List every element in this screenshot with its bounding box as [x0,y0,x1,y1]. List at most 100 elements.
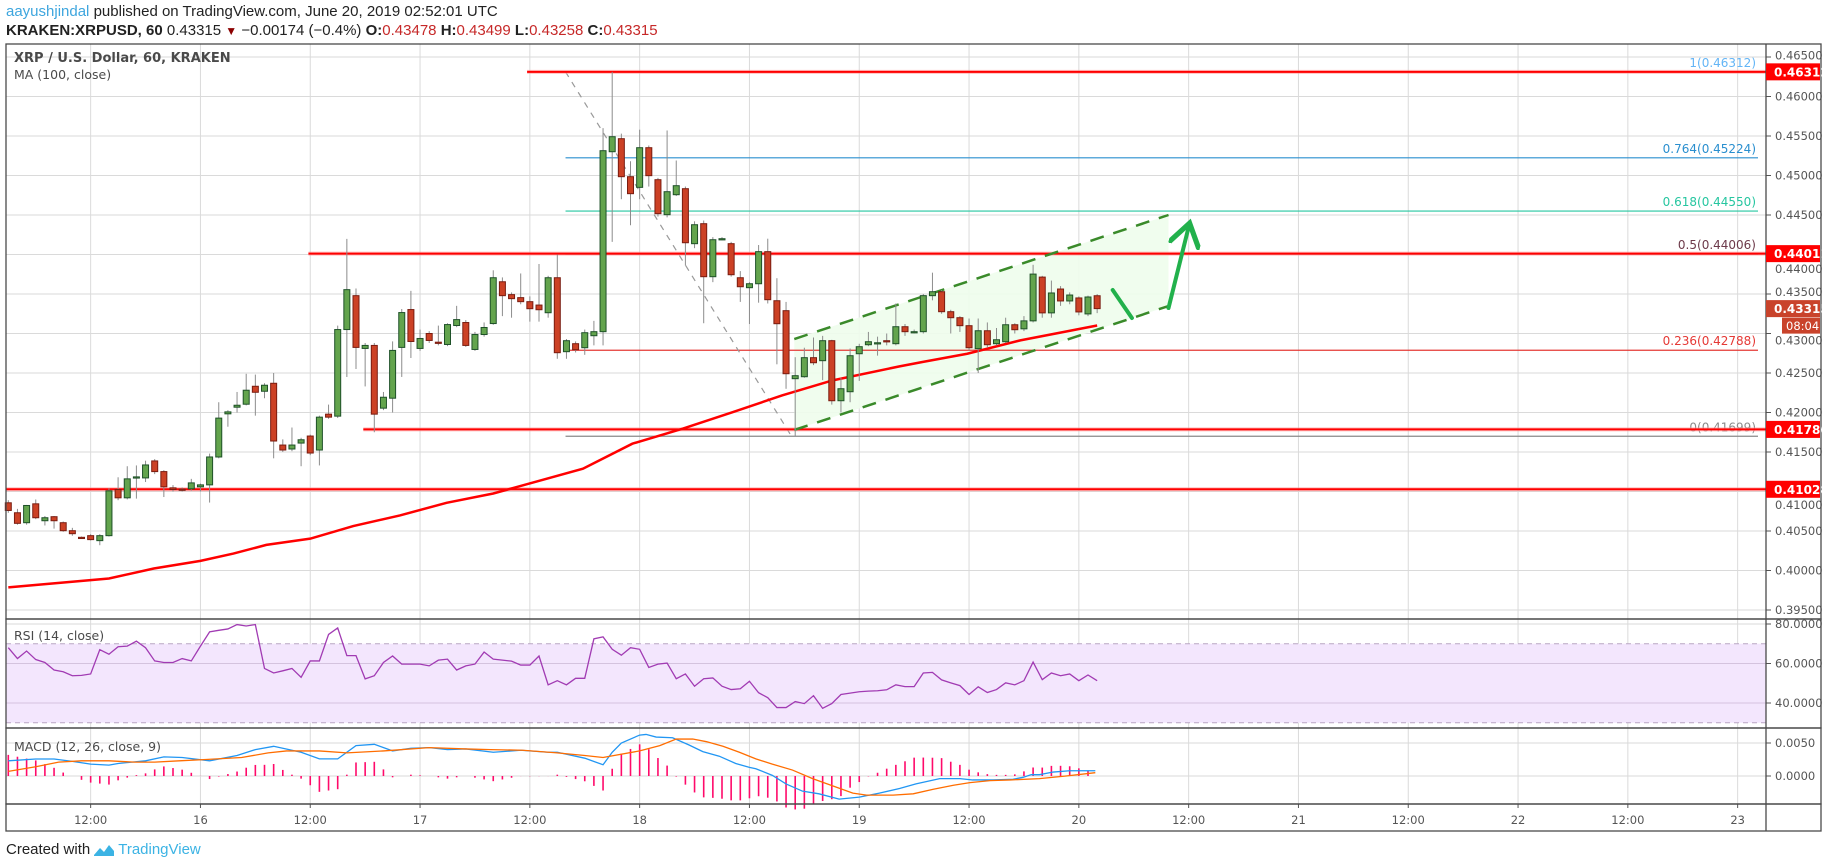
rsi-band [6,643,1766,723]
high-label: H: [440,22,457,39]
candle [782,301,790,389]
candle [1002,317,1010,343]
candle [288,427,296,452]
candle [874,336,882,356]
candle-body-down [736,277,744,288]
countdown-label: 08:04 [1786,319,1819,333]
candle-body-up [837,388,845,402]
candle [938,290,946,314]
candle-body-up [123,478,131,499]
candle [489,270,497,325]
candle-body-up [1029,273,1037,322]
time-axis-label: 12:00 [1392,813,1425,827]
fib-level-label: 0.618(0.44550) [1663,195,1756,209]
candle [828,339,836,405]
price-axis-label: 0.41000 [1775,498,1823,512]
candle-body-up [453,319,461,327]
candle-body-down [627,176,634,195]
candle-body-down [160,471,168,488]
candle [444,323,451,347]
candle [508,292,516,318]
candle [846,348,854,403]
candle [1093,294,1101,314]
candle [800,347,808,378]
candle-body-down [810,357,817,364]
fib-level-label: 0(0.41699) [1689,420,1756,434]
price-axis-label: 0.44000 [1775,262,1823,276]
candle-body-up [23,504,31,524]
pullback-arrow-icon[interactable] [1110,287,1134,321]
time-axis-label: 12:00 [1172,813,1205,827]
candle [361,342,369,387]
price-change: −0.00174 (−0.4%) [241,22,362,39]
level-price-tag [1766,63,1820,81]
candle [974,318,982,373]
candle [919,294,927,334]
candle [864,331,872,347]
candle-body-down [681,188,689,244]
time-axis-label: 12:00 [733,813,766,827]
macd-axis-label: 0.0000 [1775,769,1815,783]
candle [370,342,378,433]
price-axis-label: 0.45500 [1775,129,1823,143]
candle [352,288,360,370]
candle-body-up [919,295,927,333]
macd-axis-label: 0.0050 [1775,736,1815,750]
candle [1084,295,1092,317]
candle-body-down [654,179,662,215]
candle-body-up [1084,296,1092,315]
candle [810,337,817,366]
candle-body-up [41,517,49,522]
author-link[interactable]: aayushjindal [6,3,90,20]
candle-body-down [178,488,186,491]
candle-body-down [13,512,21,524]
candle [471,331,479,351]
candle-body-down [498,281,506,297]
channel-upper-line[interactable] [793,213,1169,341]
candle-body-up [718,238,726,241]
time-axis-label: 16 [193,813,208,827]
candle-body-down [526,301,534,310]
candle [773,278,781,365]
candle [627,161,634,226]
last-price: 0.43315 [166,22,222,39]
candle [1066,292,1074,305]
candle-body-up [819,340,827,362]
chart-title-legend: XRP / U.S. Dollar, 60, KRAKEN [14,51,231,66]
candle-body-up [691,224,699,245]
tradingview-link[interactable]: TradingView [118,841,201,858]
candle-body-up [398,312,406,348]
candle [517,273,525,305]
candle [41,515,49,526]
candle-body-up [864,341,872,346]
candle [407,290,415,358]
time-axis-label: 18 [632,813,647,827]
candle [261,383,268,399]
candle [654,177,662,217]
time-axis-label: 12:00 [1611,813,1644,827]
candle-body-down [517,297,525,303]
candle [1075,296,1083,316]
candle-body-down [4,502,12,511]
candle [169,485,177,492]
time-axis-label: 17 [413,813,428,827]
candle-body-down [956,317,964,327]
candle-body-up [224,411,232,415]
up-arrow-icon[interactable] [1166,227,1189,310]
candle [1057,286,1065,306]
candle-body-up [105,490,113,537]
candle [398,309,406,377]
price-tag-label: 0.41786 [1774,423,1828,437]
candle [736,271,744,302]
candle [672,160,680,197]
candle [224,410,232,427]
channel-lower-line[interactable] [793,304,1169,432]
candle-body-down [434,341,442,344]
candle [910,329,918,334]
candle [32,499,40,520]
candle [855,343,863,381]
candle-body-down [947,311,955,319]
candle-body-up [489,277,497,325]
candle [562,339,570,359]
